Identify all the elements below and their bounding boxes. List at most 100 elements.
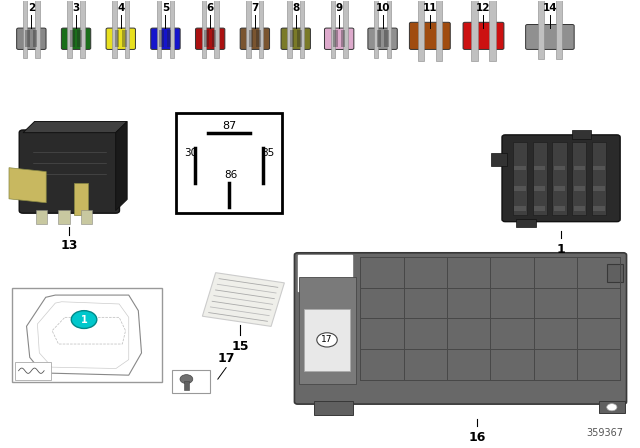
Bar bbox=[12, 289, 163, 382]
FancyBboxPatch shape bbox=[525, 25, 574, 49]
Text: 5: 5 bbox=[162, 4, 169, 13]
Text: 1: 1 bbox=[557, 242, 566, 255]
Bar bbox=[384, 30, 388, 47]
Bar bbox=[122, 30, 127, 47]
Bar bbox=[172, 370, 210, 393]
Bar bbox=[35, 0, 40, 58]
FancyBboxPatch shape bbox=[240, 28, 269, 49]
Bar bbox=[214, 0, 219, 58]
Text: 17: 17 bbox=[321, 336, 333, 345]
Bar bbox=[534, 206, 545, 211]
Text: 85: 85 bbox=[260, 148, 274, 158]
Text: 17: 17 bbox=[218, 353, 235, 366]
Bar bbox=[538, 0, 544, 59]
Text: 14: 14 bbox=[543, 4, 557, 13]
Bar bbox=[534, 186, 545, 190]
Bar bbox=[23, 0, 27, 58]
Bar bbox=[592, 142, 606, 215]
FancyBboxPatch shape bbox=[151, 28, 180, 49]
Text: 3: 3 bbox=[72, 4, 79, 13]
Bar bbox=[599, 401, 625, 413]
Text: 13: 13 bbox=[61, 239, 78, 253]
Bar bbox=[202, 0, 206, 58]
Circle shape bbox=[180, 375, 193, 383]
Text: 86: 86 bbox=[224, 170, 237, 180]
Bar bbox=[15, 362, 51, 379]
Text: 11: 11 bbox=[422, 4, 437, 13]
Text: 16: 16 bbox=[468, 431, 486, 444]
Bar bbox=[159, 30, 164, 47]
Text: 7: 7 bbox=[251, 4, 259, 13]
Bar bbox=[212, 30, 216, 47]
Text: 1: 1 bbox=[81, 314, 88, 324]
Polygon shape bbox=[74, 183, 88, 215]
Text: 9: 9 bbox=[335, 4, 343, 13]
Bar bbox=[593, 206, 605, 211]
Bar bbox=[58, 210, 70, 224]
Text: 6: 6 bbox=[207, 4, 214, 13]
Bar bbox=[374, 0, 378, 58]
Bar bbox=[80, 0, 84, 58]
Bar bbox=[204, 30, 209, 47]
Circle shape bbox=[317, 333, 337, 347]
FancyBboxPatch shape bbox=[195, 28, 225, 49]
Bar bbox=[246, 0, 251, 58]
Bar bbox=[489, 0, 495, 60]
FancyBboxPatch shape bbox=[324, 28, 354, 49]
Bar bbox=[297, 30, 301, 47]
Text: 8: 8 bbox=[292, 4, 300, 13]
Bar bbox=[572, 130, 591, 139]
Bar bbox=[573, 166, 585, 171]
FancyBboxPatch shape bbox=[463, 22, 504, 49]
Bar bbox=[491, 153, 507, 166]
FancyBboxPatch shape bbox=[61, 28, 91, 49]
Bar bbox=[340, 30, 345, 47]
Bar bbox=[167, 30, 172, 47]
Bar bbox=[287, 0, 292, 58]
Bar bbox=[554, 186, 565, 190]
Bar bbox=[534, 166, 545, 171]
Bar bbox=[593, 166, 605, 171]
Bar bbox=[333, 30, 338, 47]
Bar bbox=[70, 30, 75, 47]
Bar bbox=[514, 166, 525, 171]
FancyBboxPatch shape bbox=[19, 130, 120, 213]
FancyBboxPatch shape bbox=[368, 28, 397, 49]
Bar bbox=[593, 186, 605, 190]
Bar bbox=[67, 0, 72, 58]
Bar bbox=[514, 206, 525, 211]
Bar bbox=[554, 166, 565, 171]
Bar bbox=[170, 0, 174, 58]
Bar bbox=[554, 206, 565, 211]
FancyBboxPatch shape bbox=[281, 28, 310, 49]
Bar bbox=[552, 142, 566, 215]
Polygon shape bbox=[116, 121, 127, 211]
Bar bbox=[513, 142, 527, 215]
Bar bbox=[376, 30, 381, 47]
Bar bbox=[115, 30, 120, 47]
Bar bbox=[573, 186, 585, 190]
FancyBboxPatch shape bbox=[502, 135, 620, 222]
Text: 359367: 359367 bbox=[586, 428, 623, 439]
Text: 2: 2 bbox=[28, 4, 35, 13]
Bar bbox=[304, 309, 350, 371]
Bar bbox=[256, 30, 261, 47]
Bar bbox=[572, 142, 586, 215]
FancyBboxPatch shape bbox=[106, 28, 136, 49]
Bar bbox=[418, 0, 424, 60]
Bar bbox=[259, 0, 264, 58]
Bar bbox=[184, 381, 189, 390]
Bar bbox=[299, 277, 356, 384]
Bar bbox=[125, 0, 129, 58]
Bar bbox=[300, 0, 305, 58]
Text: 15: 15 bbox=[232, 340, 249, 353]
Bar bbox=[176, 112, 282, 213]
Bar bbox=[436, 0, 442, 60]
Bar bbox=[112, 0, 116, 58]
Text: 4: 4 bbox=[117, 4, 124, 13]
Bar bbox=[387, 0, 391, 58]
Bar bbox=[607, 264, 623, 282]
Text: 87: 87 bbox=[222, 121, 236, 131]
Bar bbox=[532, 142, 547, 215]
Bar bbox=[514, 186, 525, 190]
